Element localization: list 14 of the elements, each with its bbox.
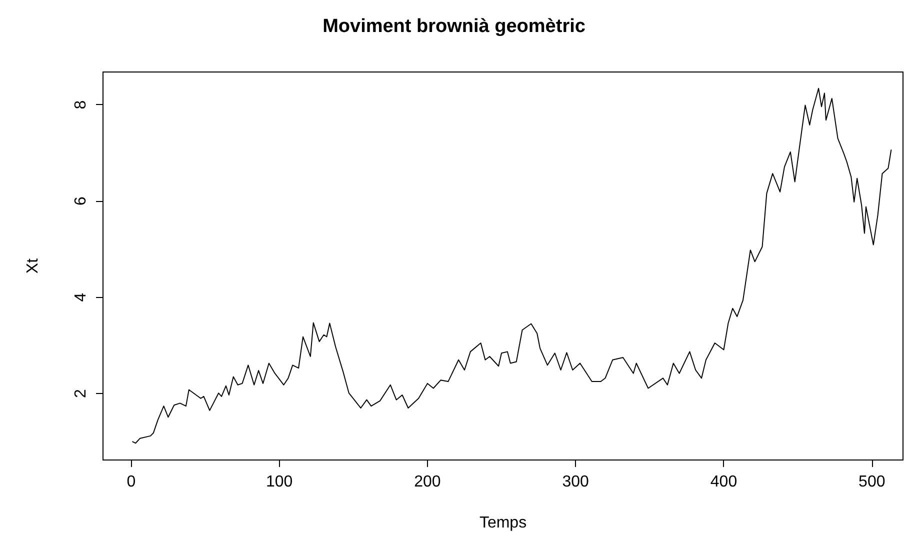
line-series	[132, 88, 892, 444]
y-tick-label: 6	[72, 196, 90, 206]
y-tick-label: 4	[72, 292, 90, 302]
y-tick-label: 8	[72, 100, 90, 110]
y-axis-title: Xt	[24, 258, 42, 274]
y-tick-label: 2	[72, 389, 90, 398]
x-tick-label: 100	[266, 474, 293, 490]
x-tick-label: 200	[414, 474, 441, 490]
x-axis-title: Temps	[479, 514, 527, 532]
chart-title: Moviment brownià geomètric	[322, 16, 586, 37]
x-tick-label: 0	[126, 474, 136, 490]
x-tick-label: 400	[710, 474, 738, 490]
x-tick-label: 500	[858, 474, 886, 490]
x-tick-label: 300	[562, 474, 590, 490]
